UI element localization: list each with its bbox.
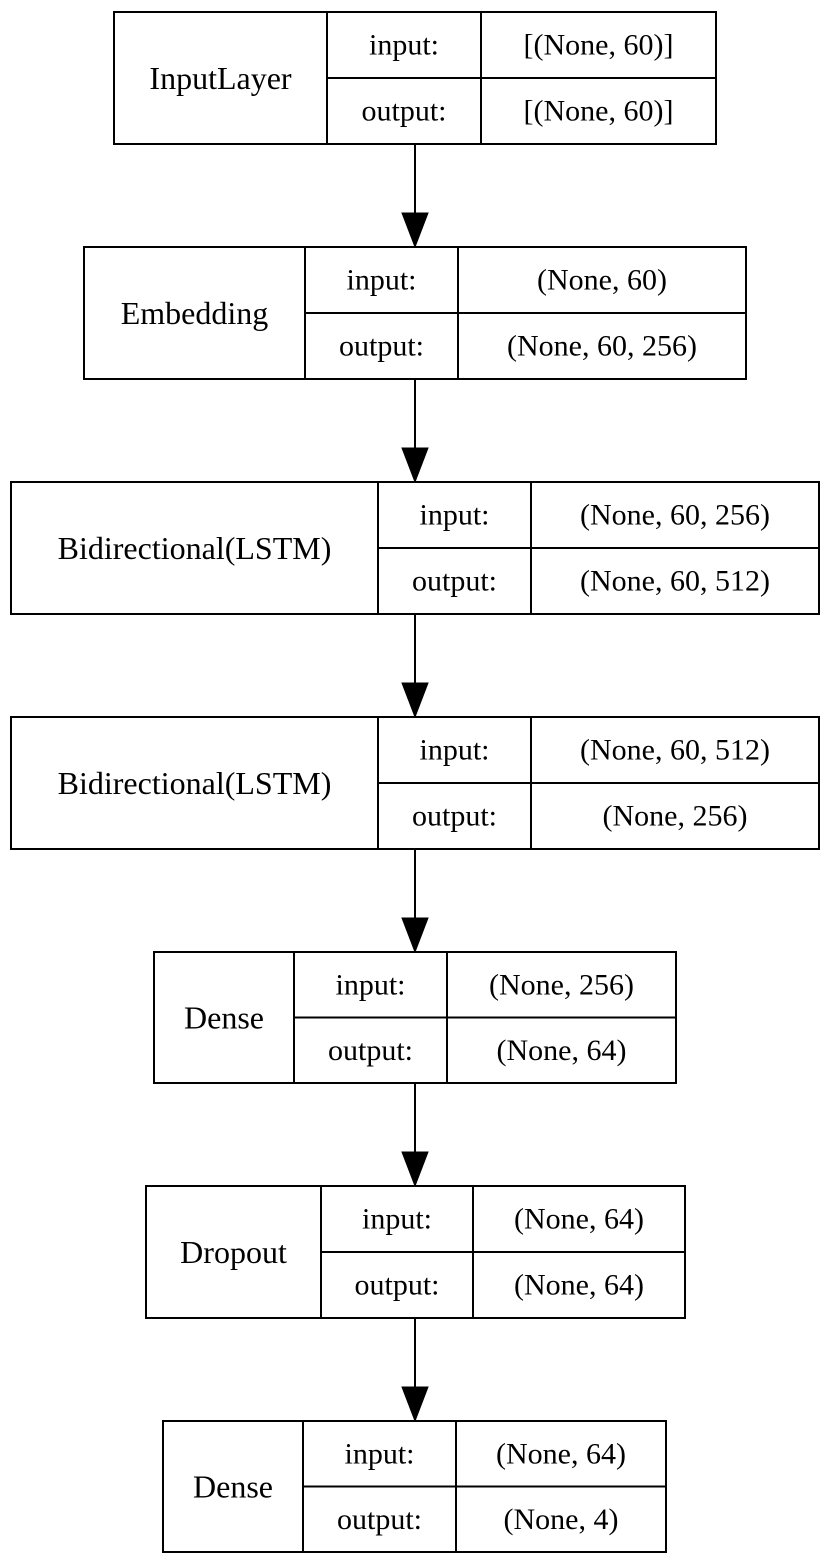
- input-label: input:: [362, 1203, 432, 1236]
- layer-node-2: Bidirectional(LSTM) input: output: (None, 6…: [10, 481, 820, 615]
- input-shape: (None, 64): [496, 1437, 626, 1470]
- arrowhead: [401, 447, 429, 484]
- input-label: input:: [419, 499, 489, 532]
- output-label: output:: [412, 565, 497, 598]
- output-shape: (None, 60, 512): [580, 565, 770, 598]
- layer-name: Dense: [184, 1000, 264, 1036]
- input-shape: (None, 60): [537, 264, 667, 297]
- input-label: input:: [346, 264, 416, 297]
- output-label: output:: [361, 95, 446, 128]
- input-label: input:: [419, 734, 489, 767]
- output-label: output:: [328, 1034, 413, 1067]
- input-shape: (None, 60, 256): [580, 499, 770, 532]
- arrowhead: [401, 1386, 429, 1423]
- output-shape: (None, 64): [497, 1034, 627, 1067]
- layer-node-4: Dense input: output: (None, 256) (None, 64): [153, 951, 677, 1084]
- layer-node-6: Dense input: output: (None, 64) (None, 4): [162, 1420, 667, 1553]
- edge-arrow-0: [401, 144, 429, 249]
- layer-name: Dense: [193, 1469, 273, 1505]
- layer-name: InputLayer: [149, 60, 292, 96]
- arrowhead: [401, 682, 429, 719]
- output-shape: (None, 4): [504, 1503, 619, 1536]
- output-label: output:: [339, 330, 424, 363]
- layer-name: Bidirectional(LSTM): [58, 765, 332, 801]
- output-shape: (None, 64): [514, 1269, 644, 1302]
- input-shape: (None, 60, 512): [580, 734, 770, 767]
- layer-node-3: Bidirectional(LSTM) input: output: (None, 6…: [10, 716, 820, 850]
- edge-arrow-3: [401, 849, 429, 954]
- layers-group: InputLayer input: output: [(None, 60)] [(Non…: [10, 11, 820, 1553]
- input-shape: (None, 64): [514, 1203, 644, 1236]
- layer-name: Bidirectional(LSTM): [58, 530, 332, 566]
- layer-node-1: Embedding input: output: (None, 60) (None, 6…: [83, 246, 747, 380]
- layer-name: Dropout: [180, 1234, 287, 1270]
- edge-arrow-2: [401, 614, 429, 719]
- output-label: output:: [337, 1503, 422, 1536]
- edges-group: [401, 144, 429, 1423]
- input-shape: (None, 256): [489, 968, 634, 1001]
- edge-arrow-5: [401, 1318, 429, 1423]
- layer-name: Embedding: [121, 295, 269, 331]
- input-label: input:: [344, 1437, 414, 1470]
- input-label: input:: [335, 968, 405, 1001]
- input-shape: [(None, 60)]: [524, 29, 674, 62]
- output-shape: [(None, 60)]: [524, 95, 674, 128]
- output-label: output:: [354, 1269, 439, 1302]
- output-shape: (None, 256): [603, 800, 748, 833]
- arrowhead: [401, 1151, 429, 1188]
- edge-arrow-4: [401, 1083, 429, 1188]
- layer-node-5: Dropout input: output: (None, 64) (None, 64): [145, 1185, 686, 1319]
- arrowhead: [401, 212, 429, 249]
- output-label: output:: [412, 800, 497, 833]
- edge-arrow-1: [401, 379, 429, 484]
- arrowhead: [401, 917, 429, 954]
- input-label: input:: [369, 29, 439, 62]
- layer-node-0: InputLayer input: output: [(None, 60)] [(Non…: [113, 11, 717, 145]
- output-shape: (None, 60, 256): [507, 330, 697, 363]
